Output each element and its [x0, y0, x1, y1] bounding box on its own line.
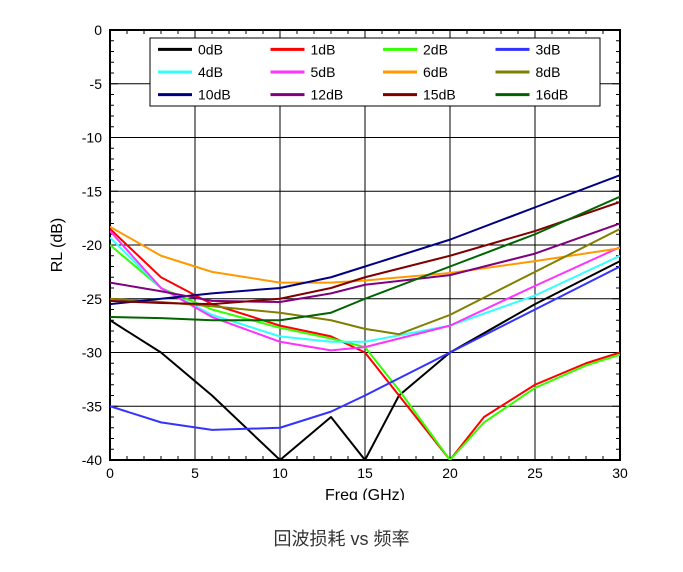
svg-text:-40: -40 [82, 452, 102, 468]
svg-text:10: 10 [272, 465, 288, 481]
svg-text:-10: -10 [82, 130, 102, 146]
svg-text:15: 15 [357, 465, 373, 481]
legend-label-2dB: 2dB [423, 41, 448, 57]
svg-text:-5: -5 [90, 76, 103, 92]
legend-label-1dB: 1dB [311, 41, 336, 57]
legend-label-15dB: 15dB [423, 87, 456, 103]
svg-text:RL (dB): RL (dB) [49, 218, 66, 273]
rl-chart: 0 5 10 15 20 25 30 -40 -35 -30 -25 -20 -15 -10 -5 0 Freq… [40, 20, 640, 500]
svg-text:0: 0 [94, 22, 102, 38]
svg-text:25: 25 [527, 465, 543, 481]
legend-label-8dB: 8dB [536, 64, 561, 80]
svg-text:-30: -30 [82, 345, 102, 361]
legend-label-5dB: 5dB [311, 64, 336, 80]
chart-caption: 回波损耗 vs 频率 [0, 525, 683, 551]
svg-text:0: 0 [106, 465, 114, 481]
legend-label-12dB: 12dB [311, 87, 344, 103]
svg-text:5: 5 [191, 465, 199, 481]
legend-label-3dB: 3dB [536, 41, 561, 57]
svg-text:-25: -25 [82, 291, 102, 307]
svg-text:-15: -15 [82, 183, 102, 199]
svg-text:Freq (GHz): Freq (GHz) [325, 487, 405, 500]
legend-label-4dB: 4dB [198, 64, 223, 80]
legend-label-10dB: 10dB [198, 87, 231, 103]
legend-label-16dB: 16dB [536, 87, 569, 103]
svg-text:-35: -35 [82, 398, 102, 414]
svg-text:20: 20 [442, 465, 458, 481]
legend-label-0dB: 0dB [198, 41, 223, 57]
svg-text:30: 30 [612, 465, 628, 481]
svg-text:-20: -20 [82, 237, 102, 253]
legend-label-6dB: 6dB [423, 64, 448, 80]
